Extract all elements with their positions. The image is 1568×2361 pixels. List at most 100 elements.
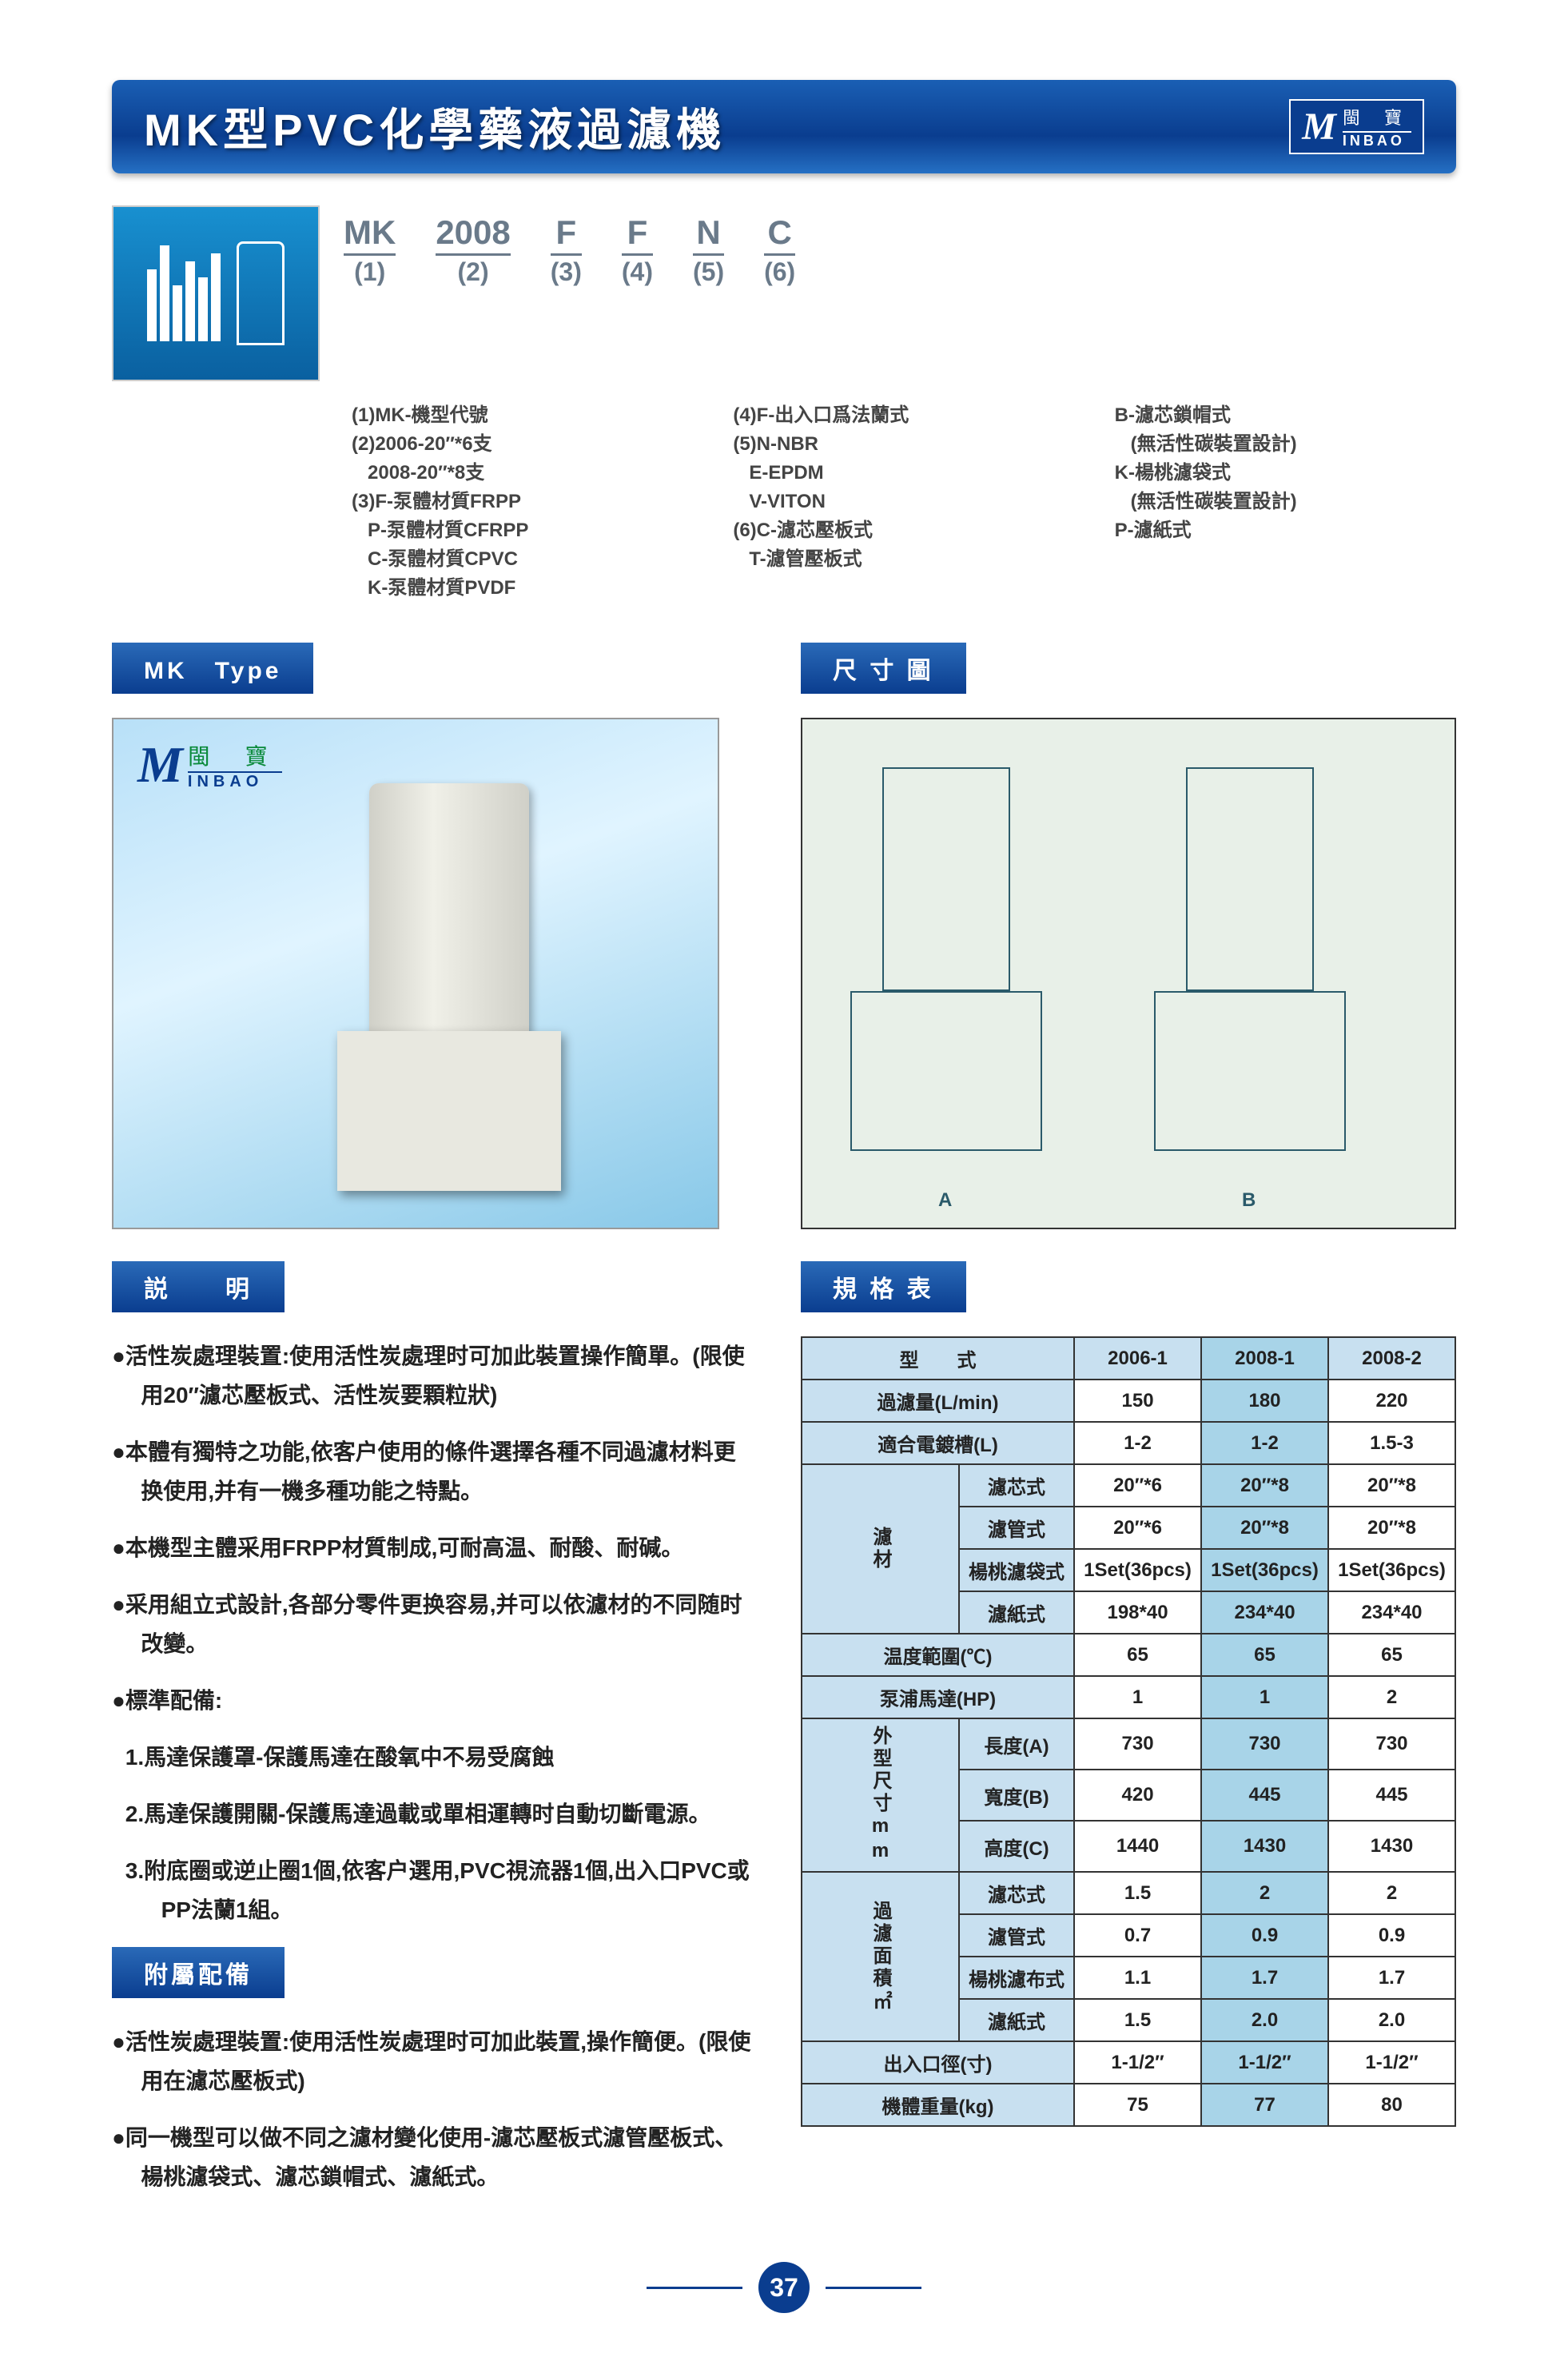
cell: 1430 <box>1328 1821 1455 1872</box>
cell: 0.9 <box>1201 1914 1328 1957</box>
vh-filter: 濾材 <box>802 1464 959 1634</box>
code-col-3: F(4) <box>622 213 653 287</box>
cell: 1.7 <box>1328 1957 1455 1999</box>
code-top: MK <box>344 213 396 256</box>
cell: 65 <box>1074 1634 1201 1676</box>
code-bot: (3) <box>551 257 582 287</box>
cell: 445 <box>1328 1770 1455 1821</box>
cell: 1-2 <box>1201 1422 1328 1464</box>
notes-accessories: ●活性炭處理裝置:使用活性炭處理时可加此裝置,操作簡便。(限使用在濾芯壓板式) ●… <box>112 2022 753 2196</box>
cell: 20″*8 <box>1328 1464 1455 1507</box>
cell: 2 <box>1328 1872 1455 1914</box>
code-bot: (4) <box>622 257 653 287</box>
rh: 高度(C) <box>959 1821 1074 1872</box>
cell: 20″*8 <box>1201 1464 1328 1507</box>
cell: 1Set(36pcs) <box>1201 1549 1328 1591</box>
cell: 180 <box>1201 1380 1328 1422</box>
photo-logo-cn: 閩 寶 <box>188 739 282 773</box>
rh: 温度範圍(℃) <box>802 1634 1074 1676</box>
cell: 2 <box>1328 1676 1455 1718</box>
code-col-4: N(5) <box>693 213 724 287</box>
logo-cn: 閩 寶 <box>1343 104 1411 133</box>
code-bot: (5) <box>693 257 724 287</box>
rh: 寬度(B) <box>959 1770 1074 1821</box>
order-desc: (1)MK-機型代號 (2)2006-20″*6支 2008-20″*8支 (3… <box>352 401 1456 603</box>
logo-m-icon: M <box>1302 105 1336 149</box>
cell: 65 <box>1201 1634 1328 1676</box>
note-item: ●活性炭處理裝置:使用活性炭處理时可加此裝置操作簡單。(限使用20″濾芯壓板式、… <box>112 1336 753 1415</box>
cell: 2 <box>1201 1872 1328 1914</box>
code-col-2: F(3) <box>551 213 582 287</box>
code-bot: (6) <box>764 257 795 287</box>
note-item: ●標準配備: <box>112 1681 753 1720</box>
rh: 濾芯式 <box>959 1872 1074 1914</box>
th-c3: 2008-2 <box>1328 1337 1455 1380</box>
cell: 20″*8 <box>1328 1507 1455 1549</box>
label-dim: 尺 寸 圖 <box>801 643 966 694</box>
cell: 234*40 <box>1201 1591 1328 1634</box>
cell: 0.9 <box>1328 1914 1455 1957</box>
thumb-icon <box>112 205 320 381</box>
cell: 1-1/2″ <box>1328 2041 1455 2084</box>
rh: 泵浦馬達(HP) <box>802 1676 1074 1718</box>
th-c1: 2006-1 <box>1074 1337 1201 1380</box>
cell: 1Set(36pcs) <box>1074 1549 1201 1591</box>
cell: 730 <box>1201 1718 1328 1770</box>
note-item: ●本機型主體采用FRPP材質制成,可耐高温、耐酸、耐碱。 <box>112 1528 753 1567</box>
rh: 濾紙式 <box>959 1591 1074 1634</box>
code-top: 2008 <box>436 213 510 256</box>
code-bot: (1) <box>344 257 396 287</box>
rh: 出入口徑(寸) <box>802 2041 1074 2084</box>
logo-en: INBAO <box>1343 133 1411 149</box>
brand-logo: M 閩 寶 INBAO <box>1289 99 1424 154</box>
cell: 1Set(36pcs) <box>1328 1549 1455 1591</box>
note-sub-item: 1.馬達保護罩-保護馬達在酸氧中不易受腐蝕 <box>112 1738 753 1777</box>
vh-area: 過濾面積㎡ <box>802 1872 959 2041</box>
cell: 75 <box>1074 2084 1201 2126</box>
note-item: ●同一機型可以做不同之濾材變化使用-濾芯壓板式濾管壓板式、楊桃濾袋式、濾芯鎖帽式… <box>112 2118 753 2196</box>
photo-logo-en: INBAO <box>188 773 282 791</box>
desc-c2: (4)F-出入口爲法蘭式 (5)N-NBR E-EPDM V-VITON (6)… <box>733 401 1074 574</box>
note-sub-item: 2.馬達保護開關-保護馬達過載或單相運轉时自動切斷電源。 <box>112 1794 753 1833</box>
rh: 濾芯式 <box>959 1464 1074 1507</box>
dim-b: B <box>1242 1189 1256 1212</box>
notes-explanation: ●活性炭處理裝置:使用活性炭處理时可加此裝置操作簡單。(限使用20″濾芯壓板式、… <box>112 1336 753 1929</box>
rh: 濾管式 <box>959 1914 1074 1957</box>
cell: 445 <box>1201 1770 1328 1821</box>
cell: 730 <box>1074 1718 1201 1770</box>
cell: 234*40 <box>1328 1591 1455 1634</box>
cell: 77 <box>1201 2084 1328 2126</box>
dim-a: A <box>938 1189 952 1212</box>
rh: 濾管式 <box>959 1507 1074 1549</box>
code-top: C <box>764 213 795 256</box>
label-mktype: MK Type <box>112 643 313 694</box>
cell: 150 <box>1074 1380 1201 1422</box>
rh: 過濾量(L/min) <box>802 1380 1074 1422</box>
cell: 730 <box>1328 1718 1455 1770</box>
rh: 長度(A) <box>959 1718 1074 1770</box>
th-model: 型 式 <box>802 1337 1074 1380</box>
cell: 1.5-3 <box>1328 1422 1455 1464</box>
cell: 1-1/2″ <box>1074 2041 1201 2084</box>
cell: 1440 <box>1074 1821 1201 1872</box>
cell: 220 <box>1328 1380 1455 1422</box>
cell: 1-2 <box>1074 1422 1201 1464</box>
cell: 2.0 <box>1201 1999 1328 2041</box>
note-item: ●采用組立式設計,各部分零件更换容易,并可以依濾材的不同随时改變。 <box>112 1585 753 1663</box>
code-top: F <box>622 213 653 256</box>
rh: 機體重量(kg) <box>802 2084 1074 2126</box>
desc-c3: B-濾芯鎖帽式 (無活性碳裝置設計) K-楊桃濾袋式 (無活性碳裝置設計) P-… <box>1115 401 1456 545</box>
note-item: ●本體有獨特之功能,依客户使用的條件選擇各種不同過濾材料更换使用,并有一機多種功… <box>112 1432 753 1511</box>
label-spec: 規 格 表 <box>801 1261 966 1312</box>
photo-logo: M 閩 寶 INBAO <box>137 735 282 794</box>
code-col-1: 2008(2) <box>436 213 510 287</box>
code-top: F <box>551 213 582 256</box>
label-expl: 説 明 <box>112 1261 285 1312</box>
cell: 2.0 <box>1328 1999 1455 2041</box>
cell: 1-1/2″ <box>1201 2041 1328 2084</box>
note-item: ●活性炭處理裝置:使用活性炭處理时可加此裝置,操作簡便。(限使用在濾芯壓板式) <box>112 2022 753 2100</box>
photo-logo-m: M <box>137 735 183 794</box>
rh: 濾紙式 <box>959 1999 1074 2041</box>
cell: 1.7 <box>1201 1957 1328 1999</box>
cell: 0.7 <box>1074 1914 1201 1957</box>
